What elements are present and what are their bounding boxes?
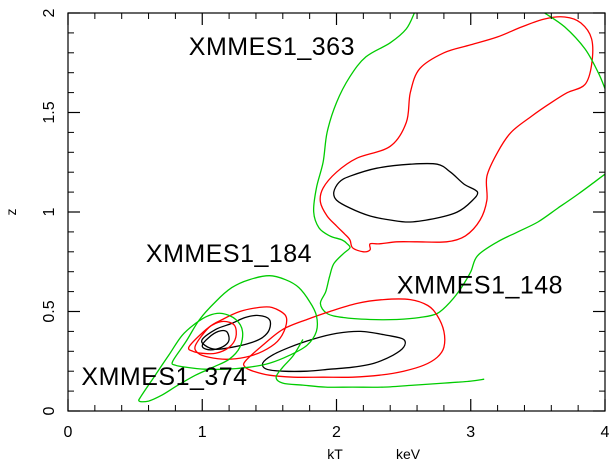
x-tick-label: 4 — [601, 424, 610, 441]
y-tick-label: 0 — [41, 406, 58, 415]
annotation-xmmes1-374: XMMES1_374 — [81, 363, 247, 391]
x-axis-ticks: 0 1 2 3 4 — [64, 13, 610, 441]
contour-xmmes1-148-outer — [275, 339, 485, 388]
x-tick-label: 0 — [64, 424, 73, 441]
y-tick-label: 1.5 — [41, 101, 58, 123]
contour-layer — [138, 12, 606, 403]
x-tick-label: 3 — [466, 424, 475, 441]
annotation-layer: XMMES1_363 XMMES1_184 XMMES1_148 XMMES1_374 — [81, 33, 563, 391]
y-tick-label: 1 — [41, 207, 58, 216]
contour-xmmes1-363-inner — [333, 162, 479, 223]
annotation-xmmes1-363: XMMES1_363 — [189, 33, 355, 61]
contour-xmmes1-148-inner — [261, 330, 406, 373]
y-axis-label: z — [3, 209, 19, 216]
annotation-xmmes1-148: XMMES1_148 — [397, 272, 563, 300]
x-tick-label: 1 — [198, 424, 207, 441]
x-axis-label: kT — [327, 446, 343, 462]
x-tick-label: 2 — [332, 424, 341, 441]
contour-xmmes1-148-middle — [242, 298, 446, 378]
y-tick-label: 2 — [41, 8, 58, 17]
contour-xmmes1-184-middle — [194, 306, 288, 360]
contour-xmmes1-184-outer — [171, 275, 319, 371]
contour-xmmes1-363-outer — [312, 12, 606, 321]
contour-xmmes1-363-middle — [319, 16, 594, 253]
contour-xmmes1-374-outer — [138, 312, 244, 403]
contour-xmmes1-374-inner — [201, 329, 230, 351]
y-tick-label: 0.5 — [41, 300, 58, 322]
x-axis-unit-label: keV — [396, 446, 421, 462]
annotation-xmmes1-184: XMMES1_184 — [146, 240, 312, 268]
contour-xmmes1-363-outer — [544, 12, 606, 89]
contour-xmmes1-374-middle — [187, 320, 237, 355]
y-axis-ticks: 0 0.5 1 1.5 2 — [41, 8, 605, 415]
